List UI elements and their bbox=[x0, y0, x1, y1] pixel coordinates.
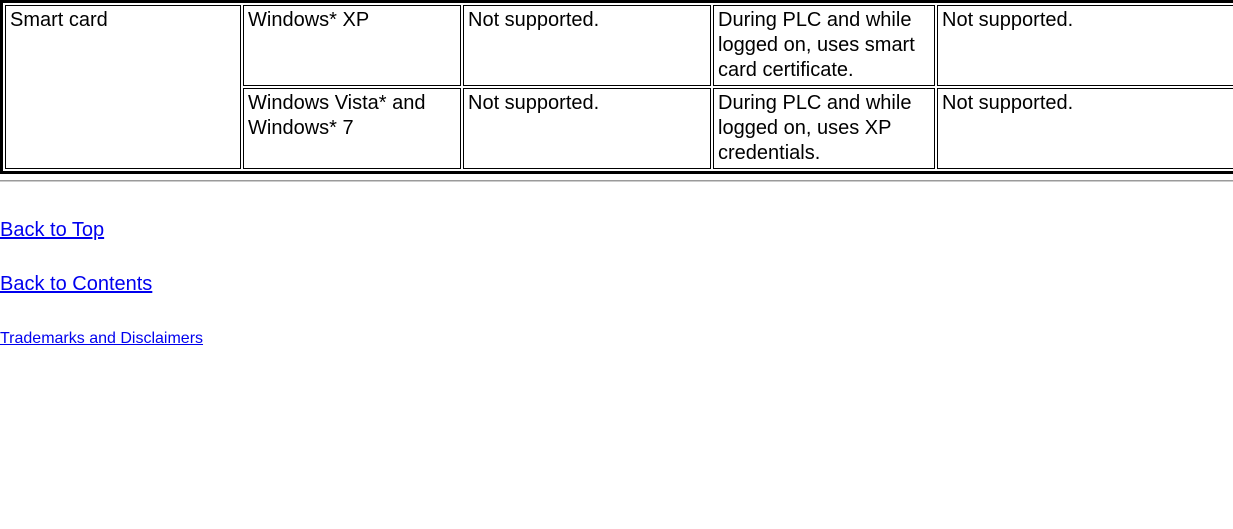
footer-links: Back to Top Back to Contents Trademarks … bbox=[0, 182, 1233, 349]
cell-os: Windows Vista* and Windows* 7 bbox=[243, 88, 461, 169]
support-table: Smart card Windows* XP Not supported. Du… bbox=[0, 0, 1233, 174]
cell-support: Not supported. bbox=[937, 88, 1233, 169]
cell-behavior: During PLC and while logged on, uses XP … bbox=[713, 88, 935, 169]
cell-support: Not supported. bbox=[463, 88, 711, 169]
cell-support: Not supported. bbox=[463, 5, 711, 86]
cell-category: Smart card bbox=[5, 5, 241, 169]
cell-behavior: During PLC and while logged on, uses sma… bbox=[713, 5, 935, 86]
back-to-contents-link[interactable]: Back to Contents bbox=[0, 273, 152, 295]
back-to-top-link[interactable]: Back to Top bbox=[0, 219, 104, 241]
table-row: Smart card Windows* XP Not supported. Du… bbox=[5, 5, 1233, 86]
trademarks-link[interactable]: Trademarks and Disclaimers bbox=[0, 330, 203, 347]
cell-support: Not supported. bbox=[937, 5, 1233, 86]
cell-os: Windows* XP bbox=[243, 5, 461, 86]
